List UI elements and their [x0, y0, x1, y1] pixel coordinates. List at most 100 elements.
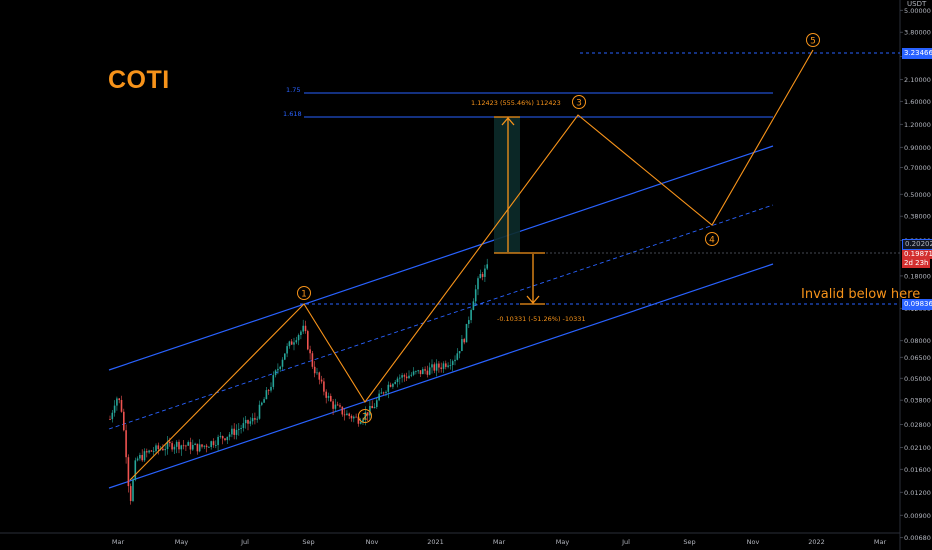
candle	[185, 444, 187, 452]
measure-up-label: 1.12423 (555.46%) 112423	[471, 99, 561, 107]
candle	[277, 363, 279, 375]
y-tick-label: 0.08000	[904, 337, 931, 345]
candle	[472, 298, 475, 311]
measure-up-arrow[interactable]	[494, 116, 520, 254]
candlesticks	[109, 258, 488, 505]
candle	[350, 414, 353, 422]
candle	[288, 340, 291, 349]
y-tick-label: 0.00680	[904, 534, 931, 542]
candle	[118, 397, 120, 404]
wave-label-3[interactable]: 3	[572, 95, 586, 109]
candle	[419, 370, 422, 378]
candle	[148, 449, 150, 454]
svg-text:1: 1	[301, 290, 307, 300]
candle	[415, 370, 417, 375]
y-tick-label: 0.18000	[904, 272, 931, 280]
candle	[127, 454, 130, 493]
channel-upper-line[interactable]	[108, 145, 774, 371]
candle	[325, 389, 327, 404]
candle	[212, 438, 215, 448]
y-tick-label: 0.02100	[904, 444, 931, 452]
candle	[389, 382, 392, 388]
x-tick-label: Mar	[493, 538, 506, 546]
candle	[382, 391, 385, 396]
wave-label-1[interactable]: 1	[297, 286, 311, 300]
candle	[233, 423, 235, 440]
candle	[339, 403, 341, 409]
candle	[451, 359, 454, 372]
invalid-annotation[interactable]: Invalid below here	[801, 287, 921, 302]
candle	[203, 445, 206, 450]
candle	[447, 362, 449, 369]
y-tick-label: 0.06500	[904, 354, 931, 362]
candle	[300, 330, 302, 340]
price-axis[interactable]: 6.000005.000003.800002.800002.100001.600…	[900, 0, 931, 550]
candle	[178, 439, 180, 454]
candle	[387, 381, 390, 399]
candle	[146, 448, 148, 458]
svg-text:3: 3	[576, 99, 582, 109]
candle	[201, 444, 203, 449]
candle	[454, 355, 456, 366]
candle	[134, 457, 137, 482]
candle	[336, 401, 339, 406]
candle	[258, 400, 261, 420]
candle	[295, 336, 298, 345]
candle	[226, 436, 229, 444]
candle	[330, 393, 332, 402]
candle	[210, 440, 212, 450]
candle	[261, 401, 263, 407]
candle	[136, 456, 139, 462]
wave-label-4[interactable]: 4	[705, 232, 719, 246]
wave-label-5[interactable]: 5	[806, 33, 820, 47]
x-tick-label: Nov	[366, 538, 379, 546]
candle	[373, 403, 376, 409]
candle	[270, 382, 272, 393]
svg-text:5: 5	[810, 37, 816, 47]
candle	[175, 440, 178, 454]
candle	[385, 390, 387, 397]
candle	[307, 329, 309, 351]
channel-midline[interactable]	[108, 204, 774, 430]
svg-text:4: 4	[709, 236, 715, 246]
y-tick-label: 1.20000	[904, 121, 931, 129]
x-tick-label: Jul	[621, 538, 630, 546]
candle	[215, 440, 217, 449]
time-axis[interactable]: Mar May Jul Sep Nov 2021 Mar May Jul Sep Nov 2022 Ma…	[112, 538, 887, 546]
channel-lower-line[interactable]	[108, 263, 774, 489]
candle	[422, 367, 424, 375]
candle	[141, 449, 143, 462]
candle	[313, 361, 316, 378]
candle	[355, 413, 357, 418]
candle	[426, 365, 429, 378]
candle	[162, 444, 164, 451]
candle	[346, 410, 348, 416]
candle	[189, 437, 192, 455]
x-tick-label: Mar	[874, 538, 887, 546]
candle	[217, 434, 219, 452]
elliott-wave-path[interactable]	[129, 49, 814, 481]
candle	[348, 412, 350, 420]
x-tick-label: Nov	[747, 538, 760, 546]
measure-down-arrow[interactable]	[520, 252, 545, 305]
candle	[143, 448, 146, 462]
candle	[431, 359, 433, 374]
candle	[445, 360, 447, 370]
candle	[120, 395, 123, 413]
wave-label-2[interactable]: 2	[358, 409, 372, 423]
candle	[244, 415, 247, 429]
candle	[392, 382, 394, 389]
measure-down-label: -0.10331 (-51.26%) -10331	[497, 315, 586, 323]
candle	[139, 452, 141, 461]
x-tick-label: Mar	[112, 538, 125, 546]
fib-label-1-75: 1.75	[286, 86, 301, 94]
candle	[228, 432, 231, 441]
candle	[284, 353, 286, 361]
candle	[412, 367, 415, 377]
candle	[254, 412, 256, 425]
resistance-price-tag: 0.20202	[902, 239, 932, 250]
candle	[116, 396, 118, 411]
candle	[320, 375, 323, 384]
candle	[410, 372, 413, 378]
